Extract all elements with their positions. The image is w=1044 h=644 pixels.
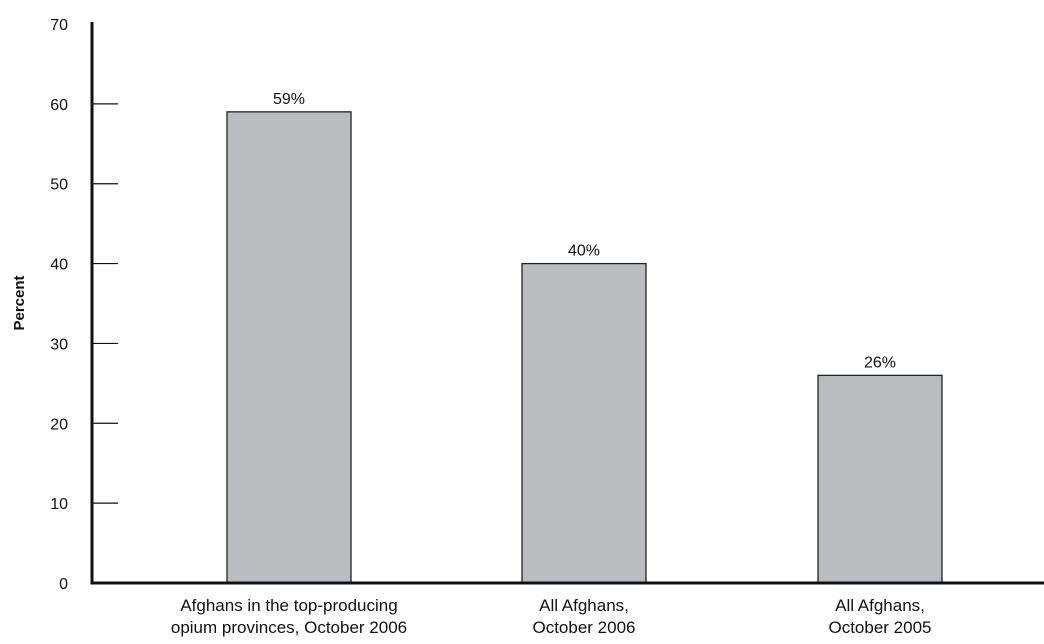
- category-labels: Afghans in the top-producing opium provin…: [171, 596, 932, 637]
- y-tick-label: 70: [50, 17, 68, 34]
- bar: [817, 374, 943, 584]
- bar: [521, 262, 647, 584]
- y-tick-label: 60: [50, 97, 68, 114]
- y-axis-ticks: 0 10 20 30 40 50 60 70: [50, 17, 118, 593]
- category-label: All Afghans,: [835, 596, 925, 615]
- bar-value-label: 40%: [568, 243, 600, 260]
- y-axis-title: Percent: [11, 275, 28, 330]
- bar: [226, 111, 352, 584]
- data-labels: 59% 40% 26%: [273, 91, 896, 372]
- bars: [226, 111, 943, 584]
- bar-value-label: 59%: [273, 91, 305, 108]
- bar-value-label: 26%: [864, 354, 896, 371]
- y-tick-label: 10: [50, 496, 68, 513]
- y-tick-label: 50: [50, 177, 68, 194]
- category-label: October 2005: [828, 618, 931, 637]
- category-label: Afghans in the top-producing: [180, 596, 397, 615]
- category-label: All Afghans,: [539, 596, 629, 615]
- y-tick-label: 40: [50, 257, 68, 274]
- y-tick-label: 0: [59, 576, 68, 593]
- category-label: October 2006: [532, 618, 635, 637]
- category-label: opium provinces, October 2006: [171, 618, 407, 637]
- y-tick-label: 20: [50, 416, 68, 433]
- y-tick-label: 30: [50, 336, 68, 353]
